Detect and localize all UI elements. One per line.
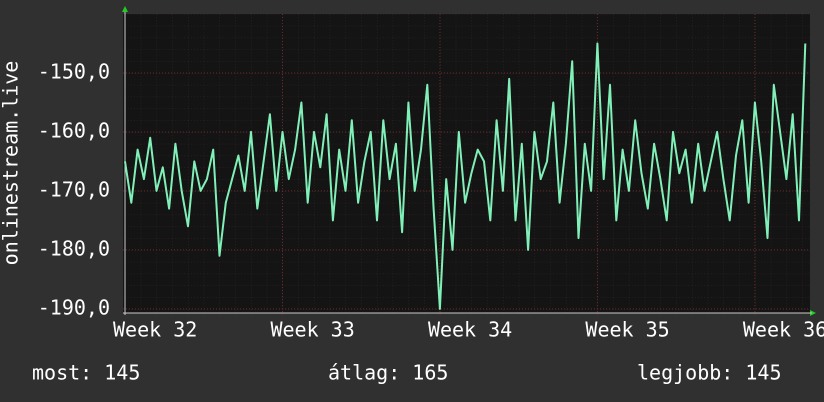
x-tick-label: Week 32 [113, 318, 197, 342]
y-tick-label: -160,0 [38, 118, 110, 142]
y-axis-label: onlinestream.live [0, 61, 23, 266]
stat-average: átlag: 165 [328, 361, 448, 385]
y-tick-label: -150,0 [38, 59, 110, 83]
minor-grid [123, 14, 810, 313]
x-axis-arrow [810, 310, 816, 316]
x-tick-label: Week 35 [585, 318, 669, 342]
x-tick-label: Week 33 [270, 318, 354, 342]
x-tick-label: Week 34 [428, 318, 512, 342]
data-line [124, 42, 807, 310]
y-axis-arrow [122, 6, 128, 12]
y-tick-label: -190,0 [38, 295, 110, 319]
y-tick-label: -170,0 [38, 177, 110, 201]
stat-best: legjobb: 145 [637, 361, 782, 385]
x-tick-label: Week 36 [743, 318, 824, 342]
stat-current: most: 145 [32, 361, 140, 385]
y-tick-label: -180,0 [38, 236, 110, 260]
